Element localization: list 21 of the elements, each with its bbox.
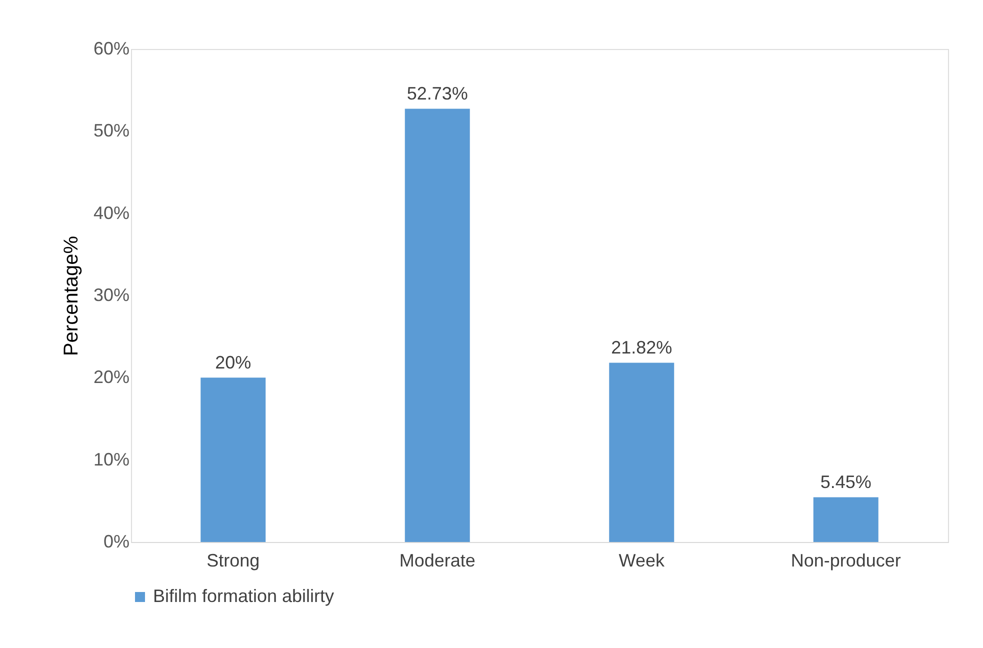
bar	[813, 497, 878, 542]
y-tick-label: 40%	[93, 202, 130, 223]
bar	[404, 108, 470, 542]
legend-label: Bifilm formation abilirty	[153, 586, 334, 606]
data-label: 5.45%	[820, 472, 872, 492]
data-label: 52.73%	[406, 84, 468, 104]
y-tick-label: 20%	[93, 367, 130, 388]
x-tick-label: Strong	[206, 550, 260, 570]
y-tick-label: 10%	[93, 449, 130, 470]
y-tick-label: 30%	[93, 285, 130, 305]
y-axis-title: Percentage%	[60, 236, 82, 356]
bar	[200, 378, 266, 542]
x-tick-label: Week	[618, 550, 666, 570]
y-tick-label: 60%	[93, 38, 130, 58]
data-label: 21.82%	[611, 338, 672, 358]
x-tick-label: Non-producer	[790, 550, 901, 570]
x-tick-label: Moderate	[399, 550, 476, 570]
bar	[609, 362, 674, 542]
y-tick-label: 0%	[103, 532, 130, 552]
data-label: 20%	[215, 352, 252, 373]
y-tick-label: 50%	[93, 120, 130, 141]
